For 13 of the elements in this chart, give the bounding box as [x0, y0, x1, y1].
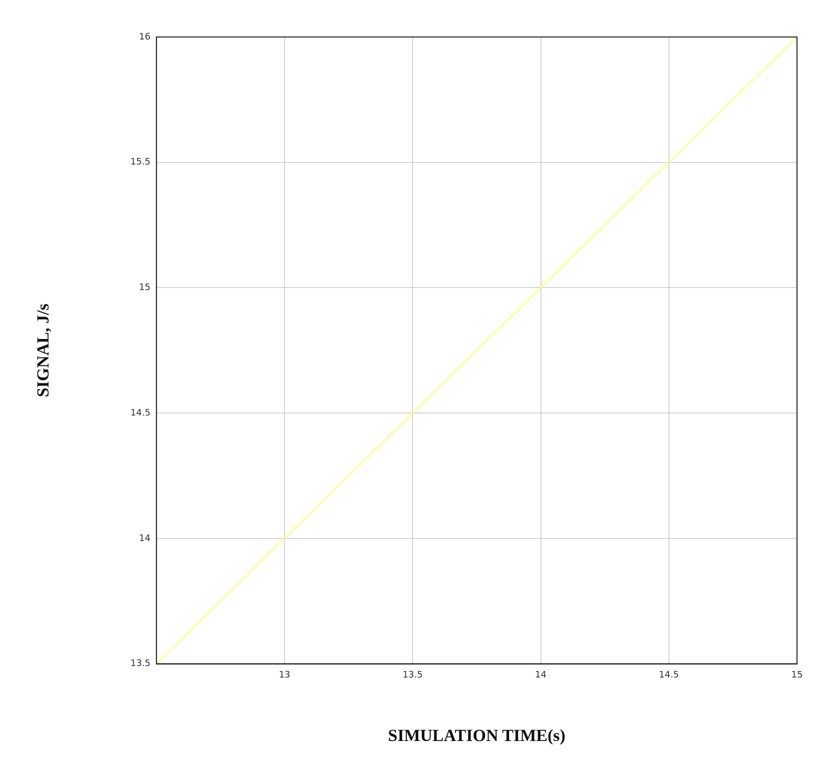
- y-tick-label: 13.5: [130, 659, 150, 670]
- x-tick-label: 15: [791, 670, 803, 681]
- y-axis-title: SIGNAL, J/s: [34, 303, 53, 398]
- y-tick-label: 14: [138, 534, 151, 544]
- x-tick-label: 13: [278, 670, 290, 681]
- y-tick-label: 15: [138, 283, 150, 294]
- x-axis-title: SIMULATION TIME(s): [388, 726, 566, 746]
- y-tick-label: 15.5: [130, 158, 150, 168]
- x-tick-label: 14.5: [658, 670, 679, 681]
- x-tick-label: 14: [535, 670, 547, 681]
- x-tick-label: 13.5: [402, 670, 423, 681]
- y-tick-label: 16: [138, 32, 151, 42]
- y-tick-label: 14.5: [130, 408, 150, 418]
